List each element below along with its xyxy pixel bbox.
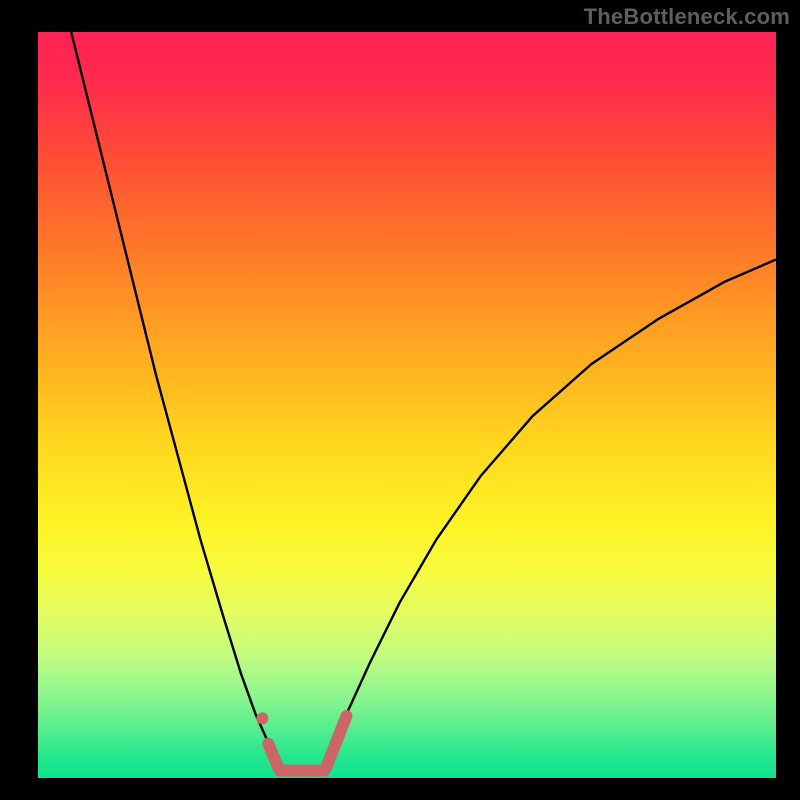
watermark-label: TheBottleneck.com [584, 4, 790, 30]
chart-root: TheBottleneck.com [0, 0, 800, 800]
plot-background [38, 32, 776, 778]
axis-band [38, 755, 776, 778]
overlay-dot [256, 712, 268, 724]
chart-svg [0, 0, 800, 800]
